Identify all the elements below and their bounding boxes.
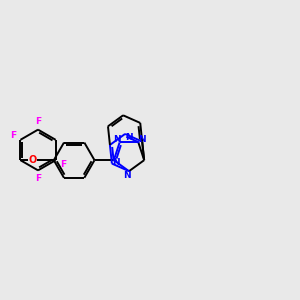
Text: F: F (10, 131, 16, 140)
Text: O: O (28, 155, 37, 165)
Text: N: N (125, 133, 133, 142)
Text: N: N (113, 135, 121, 144)
Text: N: N (112, 158, 120, 167)
Text: N: N (123, 171, 131, 180)
Text: F: F (35, 117, 41, 126)
Text: F: F (35, 174, 41, 183)
Text: N: N (138, 135, 146, 144)
Text: F: F (60, 160, 66, 169)
